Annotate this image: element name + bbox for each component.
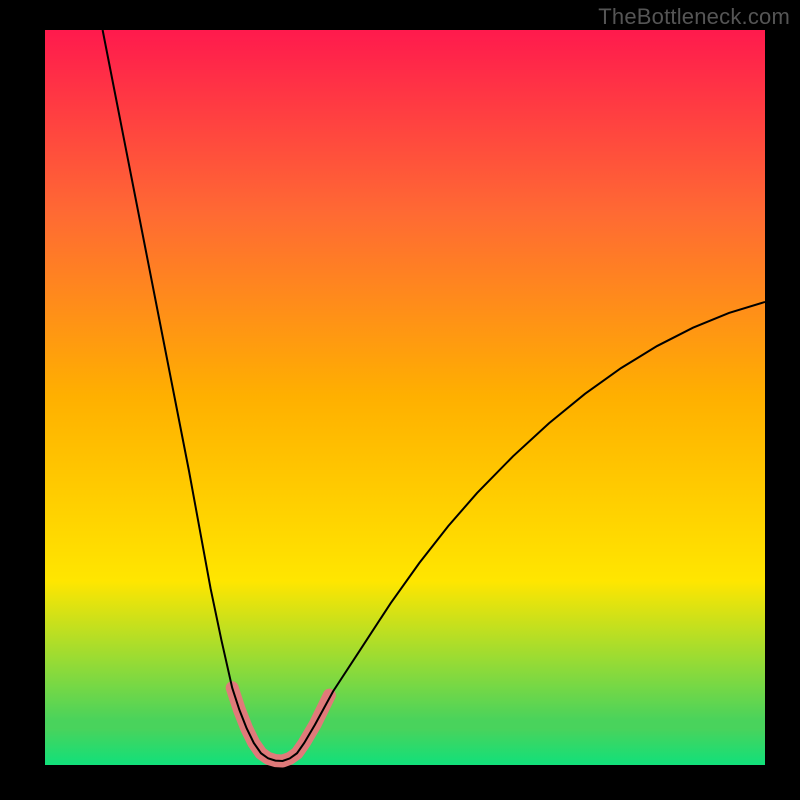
main-curve <box>103 30 765 761</box>
chart-svg <box>45 30 765 765</box>
watermark-text: TheBottleneck.com <box>598 4 790 30</box>
chart-plot-area <box>45 30 765 765</box>
